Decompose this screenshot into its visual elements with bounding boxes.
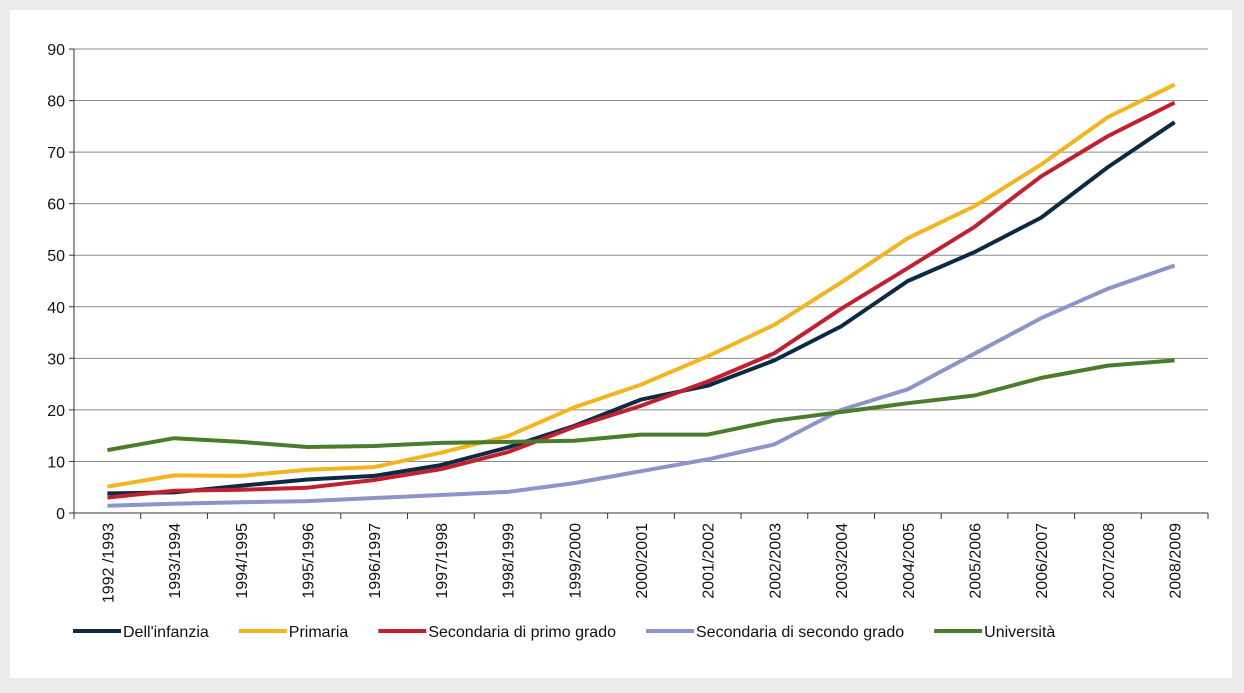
- y-tick-label: 40: [47, 300, 65, 317]
- y-tick-label: 20: [47, 403, 65, 420]
- x-tick-label: 2002/2003: [767, 523, 784, 599]
- x-tick-label: 1992 /1993: [100, 523, 117, 603]
- y-tick-label: 90: [47, 42, 65, 59]
- y-tick-label: 60: [47, 197, 65, 214]
- x-tick-label: 1998/1999: [501, 523, 518, 599]
- y-axis-ticks: 0 10 20 30 40 50 60 70 80 90: [47, 42, 65, 523]
- x-tick-label: 1996/1997: [367, 523, 384, 599]
- grid-lines: [74, 48, 1208, 462]
- x-tick-label: 2003/2004: [834, 523, 851, 599]
- x-tick-label: 2008/2009: [1168, 523, 1185, 599]
- x-tick-label: 1994/1995: [234, 523, 251, 599]
- x-tick-label: 1995/1996: [300, 523, 317, 599]
- x-tick-label: 2006/2007: [1034, 523, 1051, 599]
- y-tick-label: 80: [47, 94, 65, 111]
- x-tick-label: 1997/1998: [434, 523, 451, 599]
- x-tick-label: 2004/2005: [901, 523, 918, 599]
- x-tick-label: 1993/1994: [167, 523, 184, 599]
- legend-label: Dell'infanzia: [123, 624, 209, 641]
- y-tick-label: 30: [47, 351, 65, 368]
- plot-panel: [10, 10, 1232, 678]
- x-tick-label: 1999/2000: [567, 523, 584, 599]
- series-line: [107, 263, 1176, 508]
- legend-label: Università: [984, 624, 1055, 641]
- axes: [69, 48, 1209, 519]
- series-line: [107, 120, 1176, 496]
- x-tick-label: 2007/2008: [1101, 523, 1118, 599]
- series-line: [107, 82, 1176, 489]
- legend-label: Secondaria di secondo grado: [696, 624, 904, 641]
- y-tick-label: 70: [47, 145, 65, 162]
- legend-label: Primaria: [289, 624, 349, 641]
- x-tick-label: 2000/2001: [634, 523, 651, 599]
- series-line: [107, 100, 1176, 500]
- x-tick-label: 2001/2002: [701, 523, 718, 599]
- legend-label: Secondaria di primo grado: [428, 624, 616, 641]
- y-tick-label: 10: [47, 454, 65, 471]
- y-tick-label: 50: [47, 248, 65, 265]
- x-axis-ticks: 1992 /1993 1993/1994 1994/1995 1995/1996 199…: [100, 523, 1184, 603]
- y-tick-label: 0: [56, 506, 65, 523]
- series-line: [107, 358, 1175, 453]
- series-lines: [107, 82, 1176, 508]
- legend: Dell'infanzia Primaria Secondaria di primo…: [73, 624, 1055, 641]
- x-tick-label: 2005/2006: [968, 523, 985, 599]
